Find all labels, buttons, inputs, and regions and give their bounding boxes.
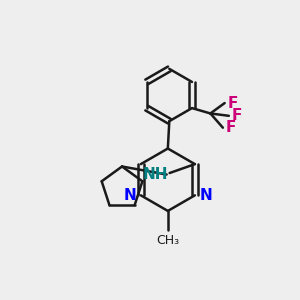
Text: N: N bbox=[124, 188, 136, 203]
Text: NH: NH bbox=[142, 167, 168, 182]
Text: F: F bbox=[232, 108, 242, 123]
Text: F: F bbox=[227, 95, 238, 110]
Text: N: N bbox=[199, 188, 212, 203]
Text: F: F bbox=[226, 120, 236, 135]
Text: CH₃: CH₃ bbox=[156, 234, 179, 247]
